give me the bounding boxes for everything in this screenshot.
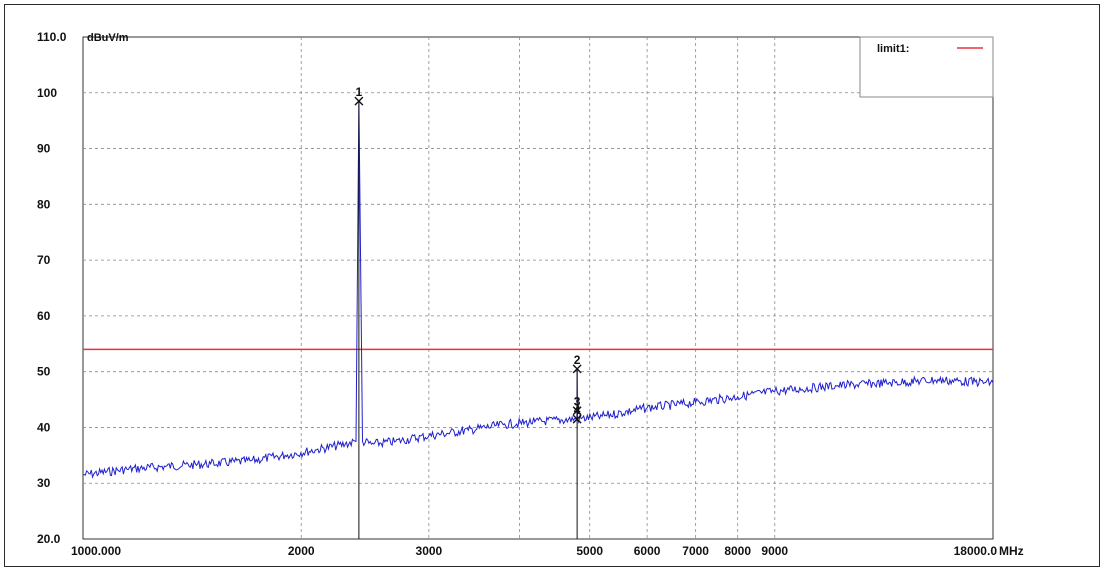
marker-label: 2 bbox=[574, 353, 581, 367]
x-tick-label: 2000 bbox=[288, 544, 315, 558]
x-tick-label: 5000 bbox=[576, 544, 603, 558]
y-tick-label: 60 bbox=[37, 309, 51, 323]
y-tick-label: 20.0 bbox=[37, 532, 61, 546]
legend-box bbox=[859, 36, 994, 98]
marker-cross bbox=[572, 364, 582, 374]
y-tick-label: 90 bbox=[37, 142, 51, 156]
marker-label: 3 bbox=[574, 395, 581, 409]
x-tick-label: 3000 bbox=[416, 544, 443, 558]
y-axis-unit: dBuV/m bbox=[87, 32, 129, 44]
y-tick-label: 30 bbox=[37, 476, 51, 490]
legend: limit1: bbox=[859, 36, 994, 98]
marker-group: 1 2 34 bbox=[354, 85, 582, 539]
marker-cross bbox=[354, 96, 364, 106]
y-tick-label: 110.0 bbox=[37, 30, 67, 44]
plot-area bbox=[82, 36, 994, 540]
trace-group bbox=[82, 101, 994, 479]
marker-cross bbox=[572, 414, 582, 424]
marker-label: 1 bbox=[356, 85, 363, 99]
y-tick-label: 80 bbox=[37, 197, 51, 211]
y-tick-label: 40 bbox=[37, 420, 51, 434]
grid bbox=[83, 37, 993, 539]
x-tick-label: 8000 bbox=[724, 544, 751, 558]
y-tick-label: 50 bbox=[37, 365, 51, 379]
x-tick-label: 6000 bbox=[634, 544, 661, 558]
trace-series bbox=[82, 101, 994, 479]
y-tick-label: 100 bbox=[37, 86, 57, 100]
y-tick-labels: 20.0 30 40 50 60 70 80 90 100 110.0 bbox=[37, 30, 67, 546]
x-tick-labels: 1000.000 2000 3000 5000 6000 7000 8000 9000 1800… bbox=[71, 544, 997, 558]
x-tick-label: 7000 bbox=[682, 544, 709, 558]
x-tick-label: 9000 bbox=[761, 544, 788, 558]
marker-label: 4 bbox=[574, 403, 581, 417]
marker-cross bbox=[572, 406, 582, 416]
x-axis-unit: MHz bbox=[999, 544, 1024, 558]
x-tick-label: 1000.000 bbox=[71, 544, 121, 558]
legend-label-limit1: limit1: bbox=[877, 43, 909, 55]
spectrum-chart: 1 2 34 20.0 30 40 50 60 70 80 90 100 110.0 1000.000… bbox=[37, 30, 1024, 558]
y-tick-label: 70 bbox=[37, 253, 51, 267]
x-tick-label: 18000.0 bbox=[954, 544, 998, 558]
